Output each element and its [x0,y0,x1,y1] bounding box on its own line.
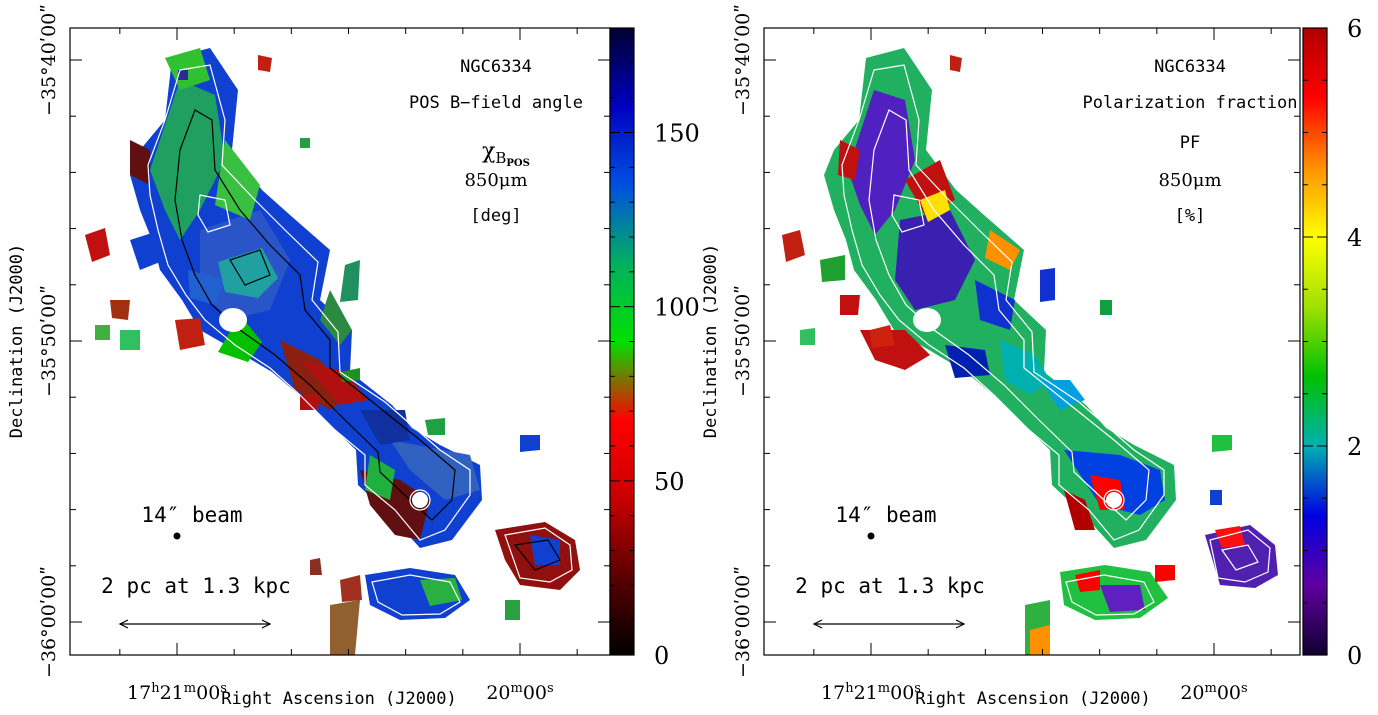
right-beam-marker [867,532,875,540]
right-beam-label: 14″ beam [835,503,936,527]
left-axis-ticks: 17h21m00s 20m00s −35°40ʹ00ʺ −35°50ʹ00ʺ −36°0… [38,4,610,704]
left-clumps [85,55,580,655]
right-ytick-label: −36°00ʹ00ʺ [732,566,754,678]
right-axis-ticks: 17h21m00s 20m00s −35°40ʹ00ʺ −35°50ʹ00ʺ −36°0… [732,4,1300,704]
right-filament [824,48,1176,548]
left-symbol-label: χBPOS [482,139,530,169]
right-symbol-label: PF [1180,133,1200,153]
right-xtick-label: 20m00s [1180,681,1247,704]
right-colorbar-ticks: 0 2 4 6 [1303,15,1362,670]
right-clumps [782,55,1278,655]
right-quantity-label: Polarization fraction [1083,93,1298,113]
left-beam-marker [173,532,181,540]
left-cb-label: 50 [654,468,685,496]
right-map-image [782,48,1278,655]
left-cb-label: 0 [654,642,669,670]
left-xtick-label: 20m00s [486,681,553,704]
right-cb-label: 2 [1347,433,1362,461]
right-unit-label: [%] [1175,206,1206,226]
right-ytick-label: −35°50ʹ00ʺ [732,285,754,397]
left-contours [147,64,573,616]
left-quantity-label: POS B−field angle [409,93,583,113]
right-object-label: NGC6334 [1154,57,1226,77]
left-cb-label: 100 [654,294,700,322]
right-contours [841,64,1271,616]
right-scale-label: 2 pc at 1.3 kpc [795,574,985,598]
left-hole-2 [412,492,428,508]
left-panel: 17h21m00s 20m00s −35°40ʹ00ʺ −35°50ʹ00ʺ −36°0… [7,4,700,709]
right-xtick-label: 17h21m00s [821,681,921,704]
right-cb-label: 6 [1347,15,1362,43]
left-xlabel: Right Ascension (J2000) [221,689,456,709]
right-wavelength-label: 850μm [1158,170,1221,191]
right-hole-2 [1106,492,1122,508]
right-scale-bar [812,619,966,629]
right-xlabel: Right Ascension (J2000) [915,689,1150,709]
left-ytick-label: −35°50ʹ00ʺ [38,285,60,397]
right-cb-label: 4 [1347,224,1362,252]
right-panel: 17h21m00s 20m00s −35°40ʹ00ʺ −35°50ʹ00ʺ −36°0… [701,4,1362,709]
left-ylabel: Declination (J2000) [7,244,27,438]
right-cb-label: 0 [1347,642,1362,670]
right-ylabel: Declination (J2000) [701,244,721,438]
left-object-label: NGC6334 [460,57,532,77]
left-filament [130,48,482,548]
right-ytick-label: −35°40ʹ00ʺ [732,4,754,116]
left-cb-label: 150 [654,120,700,148]
left-unit-label: [deg] [470,206,521,226]
right-hole [913,308,941,332]
left-hole [219,308,247,332]
left-scale-bar [118,619,272,629]
left-map-image [85,48,580,655]
left-ytick-label: −36°00ʹ00ʺ [38,566,60,678]
left-xtick-label: 17h21m00s [127,681,227,704]
left-beam-label: 14″ beam [141,503,242,527]
left-ytick-label: −35°40ʹ00ʺ [38,4,60,116]
left-scale-label: 2 pc at 1.3 kpc [101,574,291,598]
left-wavelength-label: 850μm [464,170,527,191]
left-colorbar-ticks: 0 50 100 150 [610,27,700,670]
